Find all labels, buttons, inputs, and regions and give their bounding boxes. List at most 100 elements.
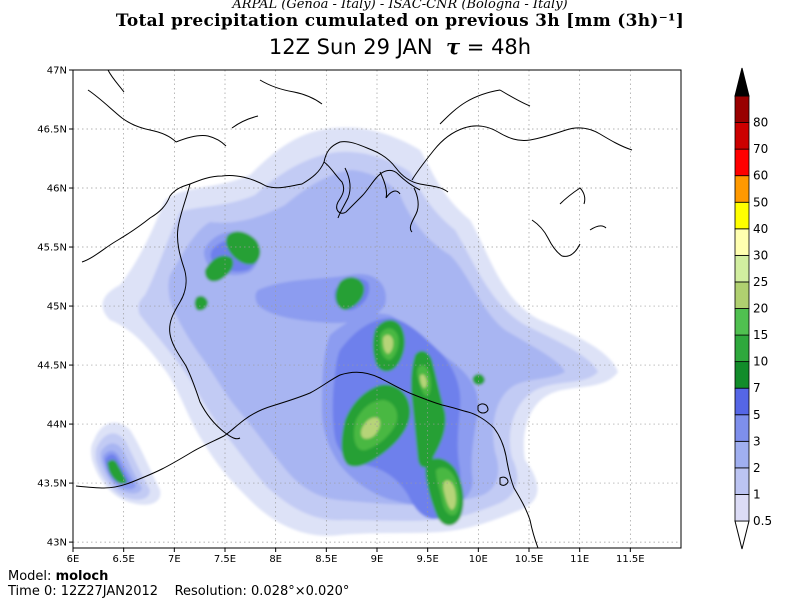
time0-label: Time 0: (8, 584, 57, 599)
valid-time: 12Z Sun 29 JAN (268, 35, 433, 59)
north-austria-border (411, 125, 633, 181)
isola-dalmatia (589, 225, 607, 231)
model-value: moloch (55, 569, 109, 584)
precip-area-7 (225, 231, 261, 265)
colorbar-level-label: 30 (753, 248, 768, 262)
precip-area-7 (204, 255, 234, 282)
corsica-cap (477, 403, 489, 414)
colorbar-level-label: 70 (753, 142, 768, 156)
lake-geneva (175, 135, 227, 147)
lead-time: = 48h (466, 35, 532, 59)
run-info: Time 0: 12Z27JAN2012 Resolution: 0.028°×… (8, 584, 349, 599)
lat-tick-label: 47N (47, 66, 67, 77)
resolution-value: 0.028°×0.020° (251, 584, 350, 599)
colorbar-segment (734, 201, 750, 230)
lake-garda (409, 187, 419, 233)
resolution-label: Resolution: (174, 584, 247, 599)
lon-tick-label: 6.5E (113, 554, 135, 565)
longitude-axis: 6E 6.5E 7E 7.5E 8E 8.5E 9E 9.5E 10E 10.5E 11E 11.5E (67, 548, 645, 565)
precip-area-15 (383, 334, 394, 354)
tau-symbol: τ (445, 34, 461, 59)
lon-tick-label: 11E (570, 554, 589, 565)
lat-tick-label: 43.5N (37, 479, 67, 490)
precip-area-15 (361, 417, 381, 439)
colorbar-level-label: 0.5 (753, 514, 772, 528)
colorbar-segment (734, 308, 750, 336)
precip-area-7 (472, 373, 485, 386)
colorbar: 0.5 1 2 3 5 7 10 15 20 25 30 40 50 60 70 80 (734, 67, 772, 550)
lake-neuchatel (231, 115, 259, 129)
precip-area-7 (194, 295, 208, 311)
precip-area-7 (107, 459, 127, 484)
colorbar-segment (734, 228, 750, 256)
precip-area-15 (443, 480, 456, 510)
colorbar-segment (734, 387, 750, 416)
colorbar-segment (734, 414, 750, 442)
lon-tick-label: 8E (269, 554, 282, 565)
lat-tick-label: 45N (47, 302, 67, 313)
colorbar-segment (734, 175, 750, 203)
precip-area-7 (335, 277, 365, 310)
colorbar-level-label: 5 (753, 408, 761, 422)
latitude-axis: 43N 43.5N 44N 44.5N 45N 45.5N 46N 46.5N 47N (37, 66, 73, 549)
istria-coast (559, 187, 586, 205)
precipitation-field (90, 127, 618, 536)
lat-tick-label: 45.5N (37, 243, 67, 254)
colorbar-level-label: 60 (753, 169, 768, 183)
colorbar-level-label: 15 (753, 328, 768, 342)
lon-tick-label: 10.5E (515, 554, 544, 565)
coastlines-borders (75, 70, 633, 548)
lake-como (379, 171, 401, 199)
map-title: Total precipitation cumulated on previou… (115, 11, 685, 31)
lake-maggiore (337, 167, 351, 219)
bavarian-border (439, 89, 531, 125)
alpine-border (81, 141, 449, 263)
lon-tick-label: 9E (371, 554, 384, 565)
lat-tick-label: 44.5N (37, 361, 67, 372)
colorbar-level-label: 7 (753, 381, 761, 395)
colorbar-level-label: 50 (753, 195, 768, 209)
colorbar-segment (734, 440, 750, 469)
colorbar-level-label: 80 (753, 116, 768, 130)
colorbar-level-label: 40 (753, 222, 768, 236)
lon-tick-label: 7E (168, 554, 181, 565)
colorbar-level-label: 10 (753, 355, 768, 369)
lon-tick-label: 10E (469, 554, 488, 565)
colorbar-segment (734, 122, 750, 150)
colorbar-segment (734, 281, 750, 309)
lon-tick-label: 7.5E (214, 554, 236, 565)
elba-island (499, 476, 509, 486)
colorbar-level-label: 1 (753, 487, 761, 501)
lat-tick-label: 46N (47, 184, 67, 195)
colorbar-segment (734, 95, 750, 123)
rhine-border (107, 70, 323, 105)
colorbar-level-label: 2 (753, 461, 761, 475)
model-info: Model: moloch (8, 569, 108, 584)
colorbar-segment (734, 494, 750, 522)
colorbar-level-label: 3 (753, 434, 761, 448)
colorbar-level-label: 20 (753, 302, 768, 316)
lon-tick-label: 8.5E (315, 554, 337, 565)
lat-tick-label: 46.5N (37, 125, 67, 136)
colorbar-segment (734, 254, 750, 283)
time0-value: 12Z27JAN2012 (60, 584, 159, 599)
header-credit: ARPAL (Genoa - Italy) - ISAC-CNR (Bologn… (232, 0, 568, 12)
colorbar-segment (734, 148, 750, 177)
lon-tick-label: 9.5E (417, 554, 439, 565)
lat-tick-label: 43N (47, 538, 67, 549)
colorbar-level-label: 25 (753, 275, 768, 289)
ligurian-coastline (75, 371, 539, 548)
jura-outline (87, 89, 177, 143)
french-italian-border (169, 183, 241, 440)
lat-tick-label: 44N (47, 420, 67, 431)
adriatic-coast (531, 219, 581, 257)
lon-tick-label: 6E (67, 554, 80, 565)
colorbar-segment (734, 334, 750, 363)
forecast-time: 12Z Sun 29 JAN τ = 48h (0, 34, 800, 59)
graticule (73, 70, 681, 548)
model-label: Model: (8, 569, 52, 584)
colorbar-max-arrow (734, 67, 750, 97)
precip-area-15 (420, 374, 427, 389)
swiss-border (323, 161, 421, 214)
